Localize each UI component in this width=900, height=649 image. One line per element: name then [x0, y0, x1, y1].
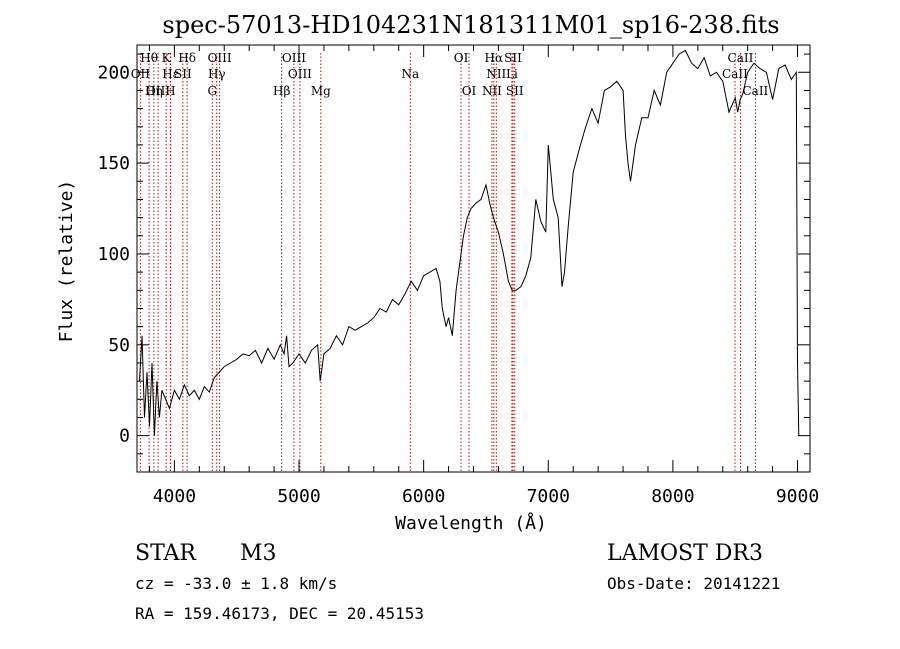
emission-line-label: OI — [454, 51, 469, 65]
emission-line-label: OIII — [288, 67, 312, 81]
y-axis: 0 50 100 150 200 — [97, 53, 810, 455]
spectrum-line — [139, 49, 800, 436]
emission-line-label: OIII — [282, 51, 306, 65]
redshift-cz: cz = -33.0 ± 1.8 km/s — [135, 574, 337, 593]
emission-line-label: OII — [131, 67, 151, 81]
emission-line-label: Hα — [485, 51, 504, 65]
x-tick-label: 4000 — [153, 486, 196, 507]
obs-date: Obs-Date: 20141221 — [607, 574, 780, 593]
chart-title: spec-57013-HD104231N181311M01_sp16-238.f… — [162, 11, 779, 39]
y-tick-label: 200 — [97, 62, 130, 83]
object-class: STAR — [135, 541, 197, 566]
object-subclass: M3 — [240, 541, 277, 566]
plot-frame — [136, 44, 811, 473]
emission-line-label: CaII — [722, 67, 748, 81]
emission-line-label: Hβ — [273, 84, 290, 98]
x-tick-label: 8000 — [651, 486, 694, 507]
emission-line-label: NII — [486, 67, 506, 81]
emission-line-label: H — [165, 84, 175, 98]
emission-line-label: Hγ — [208, 67, 226, 81]
y-axis-label: Flux (relative) — [56, 180, 77, 343]
emission-line-label: Hθ — [140, 51, 158, 65]
emission-line-label: Hη — [145, 84, 163, 98]
emission-line-label: OI — [462, 84, 477, 98]
x-tick-label: 6000 — [402, 486, 445, 507]
emission-line-label: K — [162, 51, 172, 65]
emission-line-label: Na — [401, 67, 419, 81]
ra-dec: RA = 159.46173, DEC = 20.45153 — [135, 604, 424, 623]
emission-line-label: SII — [504, 51, 522, 65]
emission-line-label: Li — [506, 67, 518, 81]
x-tick-label: 9000 — [776, 486, 819, 507]
survey-name: LAMOST DR3 — [607, 541, 763, 566]
emission-line-label: NII — [482, 84, 502, 98]
emission-line-label: Hδ — [178, 51, 196, 65]
emission-line-label: CaII — [742, 84, 768, 98]
emission-line-label: Hε — [162, 67, 179, 81]
y-tick-label: 0 — [119, 426, 130, 447]
emission-line-label: Mg — [311, 84, 331, 98]
y-tick-label: 50 — [108, 335, 130, 356]
emission-line-label: G — [207, 84, 217, 98]
emission-line-label: SII — [506, 84, 524, 98]
emission-line-label: CaII — [728, 51, 754, 65]
x-tick-label: 5000 — [277, 486, 320, 507]
emission-line-label: OIII — [208, 51, 232, 65]
x-axis: 4000 5000 6000 7000 8000 9000 — [148, 45, 819, 507]
x-axis-label: Wavelength (Å) — [395, 512, 547, 534]
emission-lines — [139, 53, 756, 472]
x-tick-label: 7000 — [527, 486, 570, 507]
emission-line-label: OIII — [146, 84, 170, 98]
y-tick-label: 150 — [97, 153, 130, 174]
emission-line-label: SII — [174, 67, 192, 81]
y-tick-label: 100 — [97, 244, 130, 265]
